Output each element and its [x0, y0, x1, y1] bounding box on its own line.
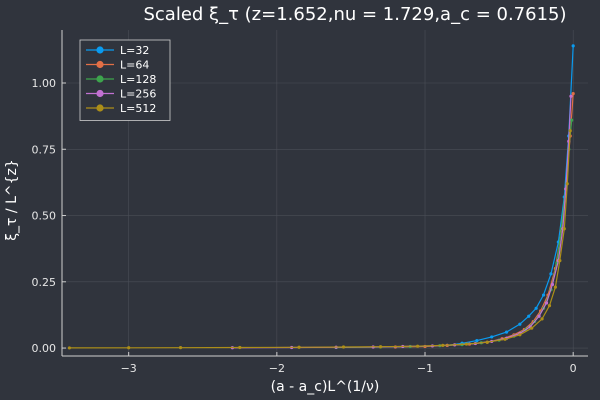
series-layer [67, 44, 575, 350]
data-point [530, 326, 534, 330]
data-point [518, 333, 522, 337]
axes: −3 −2 −1 0 0.00 0.25 0.50 0.75 1.00 [32, 30, 588, 375]
data-point [127, 346, 131, 350]
data-point [67, 346, 72, 350]
data-point [297, 345, 301, 349]
y-tick-label: 0.00 [32, 342, 57, 355]
data-point [562, 227, 566, 231]
series-line [447, 45, 574, 346]
data-point [534, 306, 538, 310]
data-point [238, 345, 242, 350]
chart-title: Scaled ξ_τ (z=1.652,nu = 1.729,a_c = 0.7… [143, 4, 566, 25]
data-point [378, 345, 383, 349]
data-point [570, 118, 574, 122]
data-point [341, 345, 346, 349]
legend-label: L=256 [120, 88, 156, 101]
x-tick-label: −3 [121, 362, 137, 375]
data-point [490, 335, 494, 339]
legend-box [79, 39, 171, 121]
y-tick-label: 1.00 [32, 77, 57, 90]
legend-marker [96, 89, 104, 98]
legend-marker [96, 75, 104, 83]
data-point [565, 182, 569, 186]
y-tick-label: 0.75 [32, 143, 57, 156]
data-point [537, 314, 541, 318]
data-point [553, 285, 558, 289]
legend-label: L=512 [120, 102, 156, 115]
data-point [416, 344, 420, 348]
x-tick-label: −1 [417, 362, 433, 375]
series-l-512 [67, 129, 572, 350]
data-point [547, 304, 552, 308]
legend-label: L=32 [120, 44, 149, 57]
data-point [518, 322, 522, 326]
data-point [527, 314, 531, 318]
x-axis-label: (a - a_c)L^(1/ν) [271, 379, 380, 395]
data-point [503, 337, 507, 341]
y-tick-label: 0.50 [32, 210, 57, 223]
legend-label: L=128 [120, 73, 156, 86]
y-tick-label: 0.25 [32, 276, 57, 289]
legend-marker [96, 60, 104, 69]
data-point [550, 282, 555, 287]
y-axis-label: ξ_τ / L^{z} [4, 159, 20, 241]
data-point [549, 272, 553, 276]
legend-label: L=64 [120, 59, 149, 72]
data-point [540, 317, 544, 321]
legend-marker [96, 46, 104, 54]
legend-marker [96, 104, 104, 112]
data-point [464, 342, 469, 346]
data-point [558, 258, 562, 263]
data-point [571, 44, 575, 48]
data-point [544, 301, 549, 305]
data-point [571, 92, 575, 96]
data-point [178, 346, 183, 350]
data-point [485, 340, 489, 344]
data-point [541, 293, 546, 297]
x-tick-label: −2 [269, 362, 285, 375]
data-point [475, 339, 479, 343]
data-point [568, 129, 572, 133]
data-point [504, 330, 509, 334]
data-point [569, 94, 573, 98]
x-tick-label: 0 [570, 362, 577, 375]
data-point [441, 343, 445, 347]
